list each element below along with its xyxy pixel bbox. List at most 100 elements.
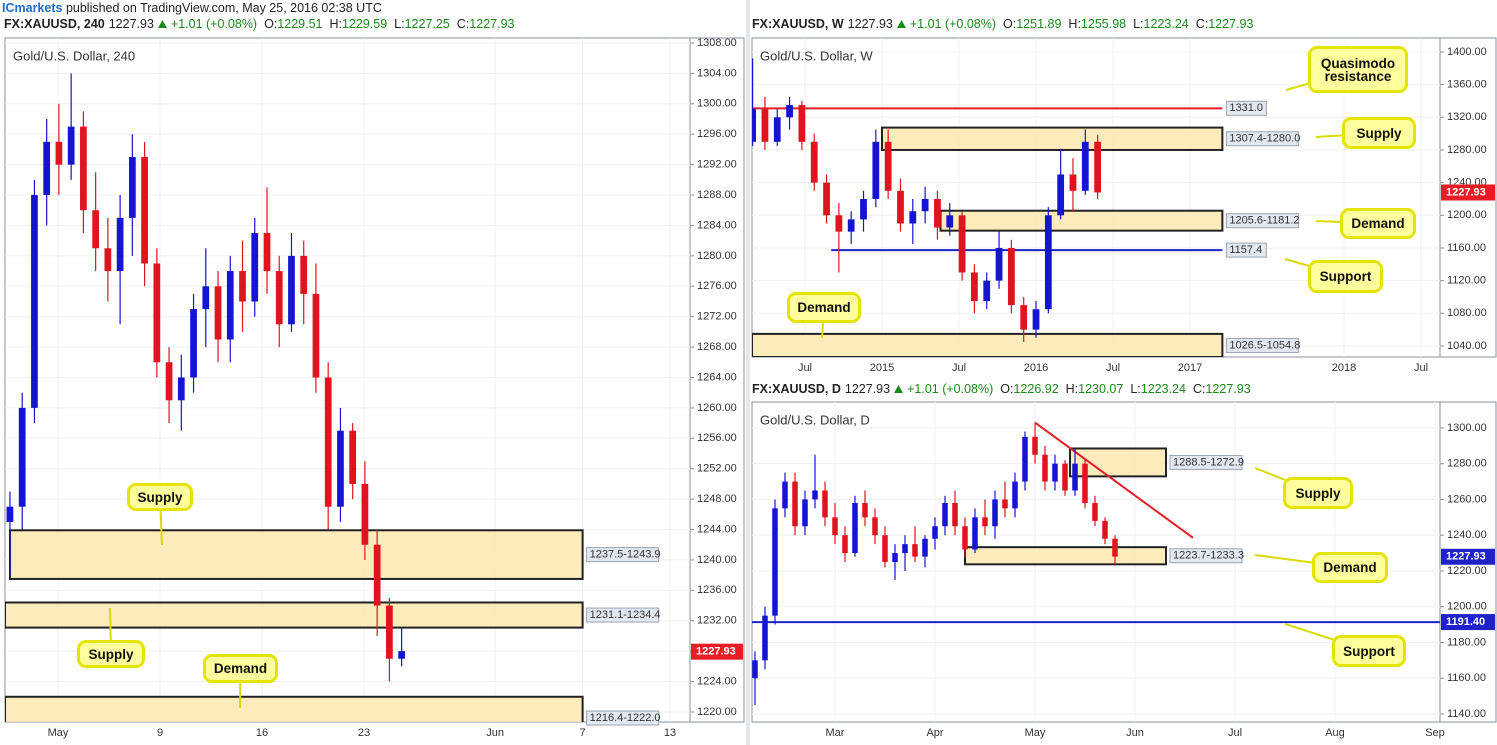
symbol: FX:XAUUSD, D: [752, 382, 841, 396]
level-label-box: [1225, 242, 1267, 258]
candle-body: [782, 481, 788, 509]
y-tick-label: 1180.00: [1447, 636, 1486, 648]
y-tick-label: 1296.00: [697, 128, 737, 140]
candle-body: [263, 233, 271, 272]
y-tick-label: 1300.00: [697, 98, 737, 110]
candle-body: [832, 517, 838, 536]
candle-body: [752, 109, 757, 142]
y-tick-label: 1280.00: [1447, 144, 1487, 156]
ohlc-item: L:1223.24: [1127, 382, 1186, 396]
candle-body: [1022, 436, 1028, 482]
candle-body: [1094, 141, 1102, 193]
ohlc-item: C:1227.93: [1193, 17, 1254, 31]
candle-body: [992, 499, 998, 527]
chart-title: Gold/U.S. Dollar, W: [760, 48, 873, 63]
x-tick-label: Jun: [1126, 727, 1144, 739]
symbol: FX:XAUUSD, W: [752, 17, 844, 31]
ohlc-item: H:1230.07: [1063, 382, 1124, 396]
zone-label-box: [1169, 548, 1243, 564]
y-tick-label: 1120.00: [1447, 275, 1486, 287]
ohlc-label: H:: [329, 17, 342, 31]
candle-body: [983, 280, 991, 302]
ohlc-value: 1229.51: [277, 17, 323, 31]
ohlc-item: O:1229.51: [261, 17, 322, 31]
publisher-line: ICmarkets published on TradingView.com, …: [2, 1, 382, 15]
publish-text: published on TradingView.com, May 25, 20…: [65, 1, 382, 15]
candle-body: [31, 195, 38, 408]
chart-header: FX:XAUUSD, D 1227.93 +1.01 (+0.08%) O:1226.…: [752, 382, 1251, 396]
level-label: 1331.0: [1229, 102, 1263, 114]
y-tick-label: 1320.00: [1447, 111, 1487, 123]
brand[interactable]: ICmarkets: [2, 1, 63, 15]
candle-body: [1082, 463, 1088, 504]
ohlc-item: C:1227.93: [454, 17, 515, 31]
callout-text: Supply: [77, 640, 145, 668]
candle-body: [1012, 481, 1018, 509]
y-tick-label: 1256.00: [697, 432, 737, 444]
candle-body: [972, 517, 978, 550]
candle-body: [386, 605, 393, 659]
y-tick-label: 1040.00: [1447, 340, 1487, 352]
y-tick-label: 1260.00: [1447, 493, 1487, 505]
candle-body: [921, 198, 929, 212]
zone-label-box: [1169, 454, 1243, 470]
x-tick-label: Mar: [826, 727, 845, 739]
up-triangle: [157, 20, 167, 28]
callout-text: Demand: [1312, 552, 1388, 583]
ohlc-label: C:: [456, 17, 470, 31]
candle-body: [202, 286, 210, 310]
ohlc-value: 1227.93: [1205, 382, 1251, 396]
x-tick-label: 13: [664, 727, 676, 739]
candle-body: [214, 286, 222, 340]
price: 1227.93: [108, 17, 154, 31]
candle-body: [1002, 499, 1008, 509]
y-tick-label: 1200.00: [1447, 209, 1487, 221]
zone: [939, 209, 1224, 232]
x-tick-label: 23: [358, 727, 370, 739]
y-tick-label: 1160.00: [1447, 242, 1486, 254]
callout: Demand: [1340, 208, 1416, 239]
candle-body: [882, 535, 888, 562]
candle-body: [822, 490, 828, 518]
ohlc-value: 1251.89: [1016, 17, 1062, 31]
candle-body: [752, 660, 758, 679]
callout-text: Quasimodo resistance: [1308, 46, 1408, 93]
callout: Supply: [1342, 117, 1416, 149]
ohlc-value: 1227.93: [1208, 17, 1254, 31]
zone-label: 1216.4-1222.0: [590, 712, 661, 724]
candle-body: [982, 517, 988, 527]
callout-text: Supply: [1283, 477, 1353, 509]
candle-body: [55, 141, 63, 165]
last-price-label: 1227.93: [696, 646, 736, 658]
x-tick-label: Jul: [1106, 362, 1120, 374]
up-triangle: [896, 20, 906, 28]
candle-body: [18, 407, 26, 507]
candle-body: [1072, 463, 1078, 491]
candle-body: [1032, 309, 1040, 330]
price: 1227.93: [847, 17, 893, 31]
divider: [746, 0, 750, 745]
ohlc-item: H:1255.98: [1065, 17, 1126, 31]
ohlc-value: 1223.24: [1143, 17, 1189, 31]
last-price-label: 1227.93: [1446, 551, 1486, 563]
candle-body: [958, 215, 966, 273]
x-tick-label: 7: [580, 727, 586, 739]
ohlc-value: 1227.93: [469, 17, 515, 31]
y-tick-label: 1236.00: [697, 584, 737, 596]
candle-body: [842, 535, 848, 554]
candle-body: [80, 126, 87, 211]
zone-label-box: [586, 547, 660, 563]
candle-body: [852, 503, 858, 554]
ohlc-value: 1255.98: [1080, 17, 1127, 31]
ohlc-item: H:1229.59: [326, 17, 387, 31]
candle-body: [361, 483, 369, 545]
y-tick-label: 1280.00: [697, 250, 737, 262]
callout: Support: [1308, 260, 1383, 293]
candle-body: [373, 544, 381, 606]
candle-body: [324, 377, 332, 507]
candle-body: [1069, 174, 1077, 191]
y-tick-label: 1240.00: [697, 554, 737, 566]
candle-body: [190, 309, 197, 378]
candle-body: [251, 233, 259, 302]
last-price-tag: [691, 643, 743, 660]
